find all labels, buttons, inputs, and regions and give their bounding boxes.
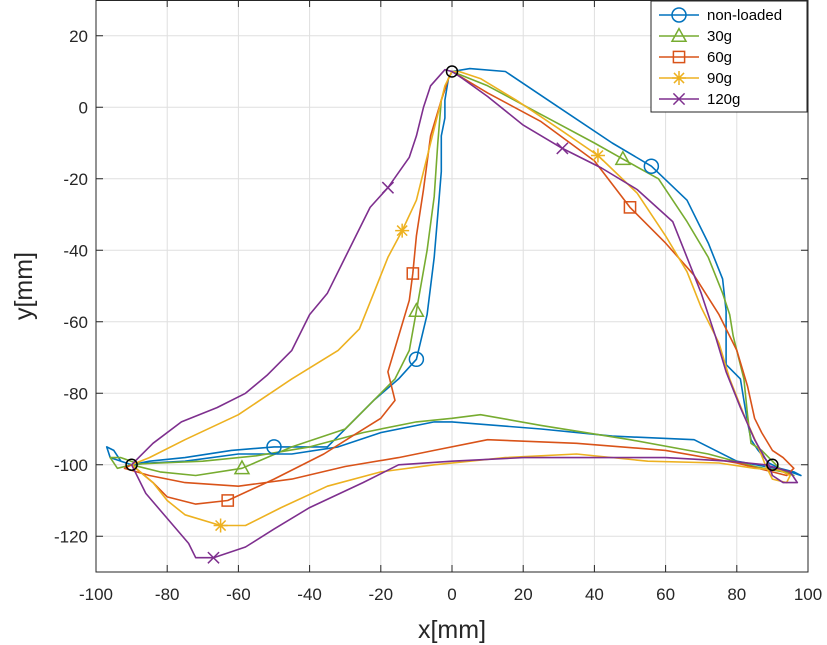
legend-marker-2	[672, 50, 686, 64]
series-marker-4	[207, 551, 220, 564]
y-axis-ticks: -120 -100 -80 -60 -40 -20 0 20	[54, 27, 808, 546]
y-tick-label: -120	[54, 527, 88, 546]
x-tick-label: -20	[369, 585, 394, 604]
x-tick-label: -80	[155, 585, 180, 604]
legend-label-2: 60g	[707, 49, 732, 66]
x-tick-label: 80	[727, 585, 746, 604]
y-axis-label: y[mm]	[10, 252, 38, 320]
legend: non-loaded 30g 60g 90g 120g	[650, 0, 808, 113]
x-tick-label: -60	[226, 585, 251, 604]
series-marker-0	[643, 158, 660, 174]
series-marker-0	[266, 439, 282, 455]
legend-label-3: 90g	[707, 70, 732, 87]
y-tick-label: -60	[63, 313, 88, 332]
series-marker-3	[213, 518, 228, 533]
legend-label-0: non-loaded	[707, 7, 782, 24]
legend-marker-1	[670, 27, 688, 42]
series-marker-1	[408, 302, 425, 318]
series-marker-0	[408, 351, 425, 368]
x-tick-label: -100	[79, 585, 113, 604]
series-line-1	[109, 70, 795, 477]
legend-marker-4	[672, 92, 686, 106]
x-tick-label: -40	[297, 585, 322, 604]
legend-label-4: 120g	[707, 91, 740, 108]
x-tick-label: 0	[447, 585, 456, 604]
target-points	[125, 65, 779, 471]
x-axis-ticks: -100 -80 -60 -40 -20 0 20 40 60 80 100	[79, 0, 822, 604]
legend-label-1: 30g	[707, 28, 732, 45]
series-marker-3	[590, 148, 605, 163]
x-tick-label: 40	[585, 585, 604, 604]
y-tick-label: -100	[54, 456, 88, 475]
y-tick-label: -40	[63, 241, 88, 260]
series-lines	[105, 67, 802, 559]
y-tick-label: 0	[79, 98, 88, 117]
target-point	[445, 65, 459, 78]
legend-marker-3	[672, 71, 686, 85]
x-tick-label: 20	[514, 585, 533, 604]
series-marker-4	[556, 142, 569, 155]
target-point	[766, 458, 779, 471]
x-axis-label: x[mm]	[418, 616, 486, 644]
series-marker-1	[233, 459, 251, 475]
y-tick-label: 20	[69, 27, 88, 46]
series-markers	[207, 142, 660, 564]
series-marker-1	[614, 150, 632, 166]
series-marker-3	[395, 223, 410, 238]
series-line-0	[105, 67, 802, 477]
target-point	[125, 458, 138, 471]
series-marker-2	[623, 201, 637, 214]
y-tick-label: -80	[63, 384, 88, 403]
x-tick-label: 100	[794, 585, 822, 604]
series-marker-4	[381, 181, 395, 194]
series-marker-2	[406, 267, 420, 280]
series-marker-2	[221, 494, 235, 507]
legend-marker-0	[671, 7, 687, 23]
series-line-3	[131, 70, 791, 527]
y-tick-label: -20	[63, 170, 88, 189]
series-line-4	[130, 68, 799, 559]
series-line-2	[123, 70, 795, 505]
x-tick-label: 60	[656, 585, 675, 604]
